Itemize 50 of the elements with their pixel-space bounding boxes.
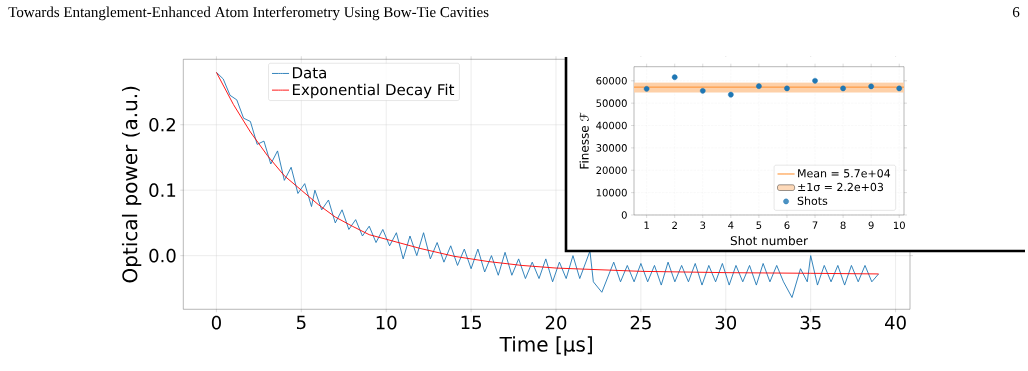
y-axis-title: Finesse ℱ bbox=[579, 112, 589, 169]
x-tick-label: 30 bbox=[715, 315, 737, 330]
y-tick-label: 60000 bbox=[596, 76, 627, 85]
x-tick-label: 7 bbox=[812, 221, 818, 229]
y-tick-label: 20000 bbox=[596, 166, 627, 175]
x-tick-label: 4 bbox=[728, 221, 734, 229]
legend-label: ±1σ = 2.2e+03 bbox=[798, 182, 884, 192]
x-tick-label: 10 bbox=[893, 221, 905, 230]
x-tick-label: 40 bbox=[885, 315, 906, 330]
point bbox=[840, 85, 846, 92]
y-tick-label: 10000 bbox=[596, 188, 627, 197]
x-tick-label: 3 bbox=[700, 221, 706, 230]
x-tick-label: 5 bbox=[296, 315, 306, 330]
text: Towards Entanglement-Enhanced Atom Interferometry Using Bow-Tie Cavities bbox=[8, 6, 489, 21]
x-tick-label: 20 bbox=[545, 315, 567, 330]
point bbox=[868, 83, 874, 90]
y-tick-label: 0.1 bbox=[149, 183, 176, 197]
x-tick-label: 8 bbox=[840, 221, 846, 230]
point bbox=[812, 77, 818, 84]
x-tick-label: 1 bbox=[644, 221, 649, 229]
x-tick-label: 9 bbox=[868, 221, 874, 230]
y-tick-label: 0.0 bbox=[149, 248, 176, 263]
x-axis-title: Shot number bbox=[730, 235, 808, 246]
y-tick-label: 40000 bbox=[596, 121, 627, 130]
x-tick-label: 35 bbox=[800, 315, 821, 330]
point bbox=[896, 85, 903, 92]
legend-label: Shots bbox=[797, 196, 828, 205]
point bbox=[728, 91, 734, 98]
x-tick-label: 25 bbox=[630, 315, 651, 330]
legend-label: Mean = 5.7e+04 bbox=[798, 169, 891, 178]
point bbox=[671, 74, 678, 81]
y-axis-title: Optical power (a.u.) bbox=[121, 86, 142, 283]
point bbox=[756, 83, 762, 89]
x-tick-label: 6 bbox=[784, 221, 790, 230]
x-tick-label: 10 bbox=[376, 315, 397, 330]
x-tick-label: 2 bbox=[672, 221, 677, 229]
point bbox=[643, 86, 650, 92]
x-axis-title: Time [µs] bbox=[499, 336, 592, 356]
point bbox=[699, 88, 706, 94]
text: 6 bbox=[1012, 7, 1020, 18]
point bbox=[784, 85, 790, 92]
y-tick-label: 30000 bbox=[596, 144, 627, 152]
y-tick-label: 0 bbox=[621, 211, 627, 219]
y-tick-label: 0.2 bbox=[149, 117, 175, 132]
x-tick-label: 5 bbox=[756, 221, 762, 229]
legend-label: Exponential Decay Fit bbox=[292, 83, 455, 99]
x-tick-label: 0 bbox=[211, 315, 221, 330]
x-tick-label: 15 bbox=[461, 315, 481, 330]
y-tick-label: 50000 bbox=[596, 99, 627, 107]
legend-label: Data bbox=[292, 67, 326, 79]
